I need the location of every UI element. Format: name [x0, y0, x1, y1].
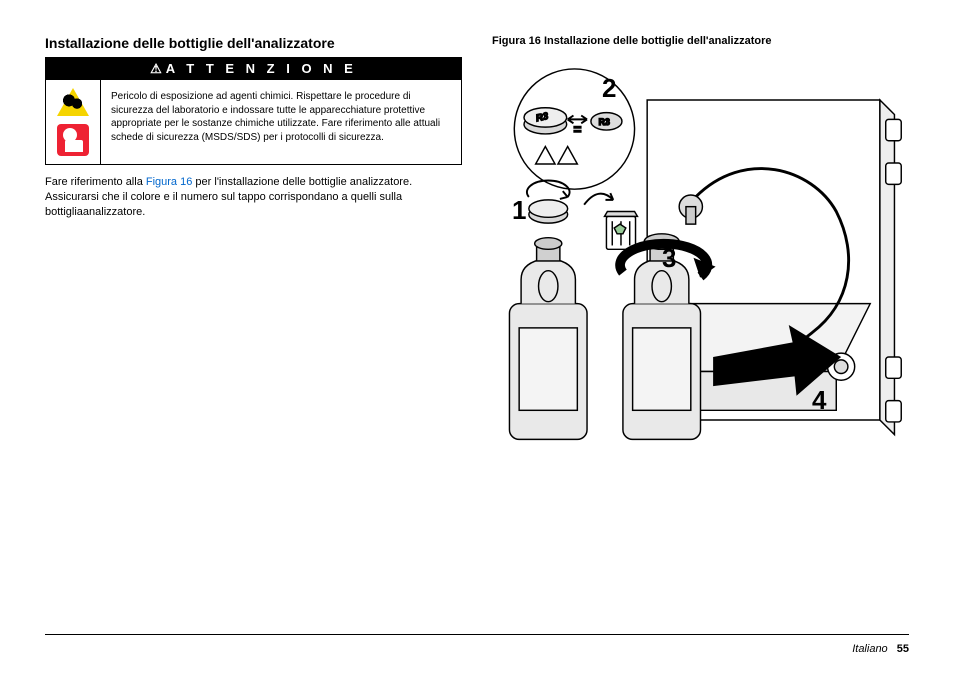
warning-label: A T T E N Z I O N E — [166, 61, 357, 76]
chemical-hazard-icon — [57, 88, 89, 116]
step-number-1: 1 — [512, 195, 526, 226]
footer-language: Italiano — [852, 643, 887, 655]
warning-box: ⚠ A T T E N Z I O N E Pericolo di esposiz… — [45, 57, 462, 165]
warning-header: ⚠ A T T E N Z I O N E — [46, 58, 461, 80]
para-text-pre: Fare riferimento alla — [45, 176, 146, 188]
step-number-3: 3 — [662, 243, 676, 274]
step-number-2: 2 — [602, 73, 616, 104]
body-paragraph: Fare riferimento alla Figura 16 per l'in… — [45, 175, 462, 220]
warning-triangle-icon: ⚠ — [150, 61, 162, 76]
label-r3-right: R3 — [599, 117, 610, 127]
step-number-4: 4 — [812, 385, 826, 416]
footer-rule — [45, 634, 909, 635]
bottle-left — [509, 238, 587, 440]
figure-reference-link[interactable]: Figura 16 — [146, 176, 192, 188]
footer-page-number: 55 — [897, 643, 909, 655]
inset-detail: R3 = R3 — [514, 69, 634, 189]
figure-caption: Figura 16 Installazione delle bottiglie … — [492, 35, 909, 47]
trash-icon — [584, 193, 637, 249]
label-equals: = — [573, 122, 581, 137]
figure-illustration: R3 = R3 — [492, 55, 909, 465]
warning-icon-cell — [46, 80, 101, 164]
section-heading: Installazione delle bottiglie dell'anali… — [45, 35, 462, 51]
read-manual-icon — [57, 124, 89, 156]
page-footer: Italiano 55 — [852, 643, 909, 655]
warning-text: Pericolo di esposizione ad agenti chimic… — [101, 80, 461, 164]
